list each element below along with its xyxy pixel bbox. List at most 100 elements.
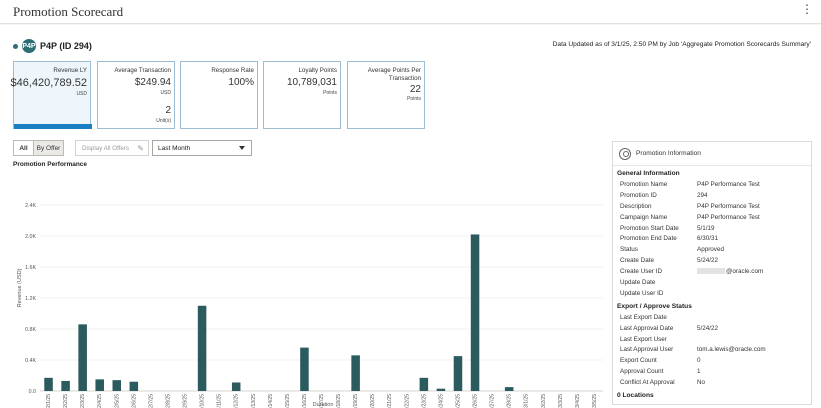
kpi-label: Revenue LY xyxy=(53,67,87,74)
kpi-card-revenue-ly[interactable]: Revenue LY $46,420,789.52 USD xyxy=(11,61,92,129)
kpi-value: 100% xyxy=(228,77,254,88)
info-key: Promotion End Date xyxy=(620,235,677,243)
bar[interactable] xyxy=(300,347,309,391)
info-key: Last Export User xyxy=(620,335,667,343)
kpi-card-average-transaction[interactable]: Average Transaction $249.94 USD 2 Unit(s… xyxy=(97,61,175,129)
app-header: Promotion Scorecard ⋮ xyxy=(0,0,821,24)
kpi-card-response-rate[interactable]: Response Rate 100% xyxy=(180,61,258,129)
kpi-unit: USD xyxy=(160,90,171,96)
info-row: Approval Count 1 xyxy=(613,366,811,377)
info-value: 5/1/19 xyxy=(697,224,715,232)
chevron-down-icon xyxy=(239,146,245,150)
x-tick-label: 2/4/25 xyxy=(97,394,103,408)
kpi-card-average-points[interactable]: Average Points Per Transaction 22 Points xyxy=(347,61,425,129)
promotion-heading: P4P P4P (ID 294) xyxy=(13,39,92,53)
info-key: Update Date xyxy=(620,278,656,286)
export-status-heading: Export / Approve Status xyxy=(617,302,692,310)
info-value: 294 xyxy=(697,191,708,199)
y-tick-label: 1.2K xyxy=(25,296,36,302)
info-value: P4P Performance Test xyxy=(697,202,760,210)
kpi-value: 10,789,031 xyxy=(286,77,337,88)
bar[interactable] xyxy=(453,356,463,391)
kpi-value-secondary: 2 xyxy=(165,105,171,116)
promotion-name: P4P (ID 294) xyxy=(40,41,92,51)
x-tick-label: 2/16/25 xyxy=(302,394,308,408)
x-tick-label: 3/3/25 xyxy=(558,394,564,408)
general-info-heading: General Information xyxy=(617,170,680,177)
y-tick-label: 2.4K xyxy=(25,203,36,209)
info-row: Export Count 0 xyxy=(613,355,811,366)
bar[interactable] xyxy=(129,381,139,391)
bar[interactable] xyxy=(231,382,241,391)
bar[interactable] xyxy=(436,388,446,391)
info-row: Conflict At Approval No xyxy=(613,377,811,388)
bar[interactable] xyxy=(78,324,87,391)
locations-count: 0 Locations xyxy=(617,392,654,400)
by-offer-tab[interactable]: By Offer xyxy=(33,140,64,156)
bar[interactable] xyxy=(197,305,207,391)
info-row: Create User ID @oracle.com xyxy=(613,266,811,277)
bar[interactable] xyxy=(351,355,360,391)
data-updated-text: Data Updated as of 3/1/25, 2:50 PM by Jo… xyxy=(552,41,811,48)
selected-indicator xyxy=(14,124,92,129)
x-tick-label: 3/2/25 xyxy=(541,394,547,408)
x-tick-label: 2/7/25 xyxy=(148,394,154,408)
x-tick-label: 2/27/25 xyxy=(490,394,496,408)
info-key: Promotion Name xyxy=(620,180,668,188)
info-key: Campaign Name xyxy=(620,213,668,221)
y-tick-label: 2.0K xyxy=(25,234,36,240)
bar[interactable] xyxy=(470,234,480,391)
x-tick-label: 2/13/25 xyxy=(251,394,257,408)
x-tick-label: 2/18/25 xyxy=(336,394,342,408)
kpi-label: Average Transaction xyxy=(114,67,171,74)
info-row: Promotion Start Date 5/1/19 xyxy=(613,223,811,234)
display-all-offers-button[interactable]: Display All Offers ✎ xyxy=(75,140,149,156)
x-tick-label: 2/25/25 xyxy=(455,394,461,408)
bar[interactable] xyxy=(44,377,53,391)
info-value: 6/30/31 xyxy=(697,235,719,243)
x-tick-label: 2/14/25 xyxy=(268,394,274,408)
info-value: P4P Performance Test xyxy=(697,213,760,221)
info-value: tom.a.lewis@oracle.com xyxy=(697,346,766,354)
x-tick-label: 2/2/25 xyxy=(63,394,69,408)
bar[interactable] xyxy=(112,380,122,391)
promotion-performance-chart: 0.0 0.4K 0.8K 1.2K 1.6K 2.0K 2.4K 2/1/25 2/2/25… xyxy=(17,203,603,408)
x-tick-label: 2/10/25 xyxy=(200,394,206,408)
general-info-list: Promotion Name P4P Performance Test Promot… xyxy=(613,179,811,299)
promotion-info-panel: Promotion Information General Informatio… xyxy=(612,141,812,405)
more-options-icon[interactable]: ⋮ xyxy=(801,2,813,16)
all-tab[interactable]: All xyxy=(13,140,33,156)
period-select-value: Last Month xyxy=(158,144,191,152)
kpi-label: Response Rate xyxy=(211,67,254,74)
info-row: Last Export User xyxy=(613,334,811,345)
display-all-offers-label: Display All Offers xyxy=(82,144,129,152)
kpi-card-loyalty-points[interactable]: Loyalty Points 10,789,031 Points xyxy=(263,61,341,129)
x-tick-label: 2/28/25 xyxy=(507,394,513,408)
info-row: Campaign Name P4P Performance Test xyxy=(613,212,811,223)
bar[interactable] xyxy=(61,380,70,391)
page-title: Promotion Scorecard xyxy=(13,4,124,19)
redacted-text xyxy=(697,268,725,275)
info-value: 5/24/22 xyxy=(697,324,719,332)
kpi-value: $249.94 xyxy=(134,77,171,88)
info-value: No xyxy=(697,379,706,387)
kpi-unit-secondary: Unit(s) xyxy=(156,118,171,124)
y-tick-label: 0.0 xyxy=(29,389,36,395)
info-row: Update Date xyxy=(613,277,811,288)
x-tick-label: 2/15/25 xyxy=(285,394,291,408)
info-key: Create Date xyxy=(620,257,654,265)
kpi-label: Loyalty Points xyxy=(298,67,337,74)
info-key: Export Count xyxy=(620,357,657,365)
x-tick-label: 2/21/25 xyxy=(387,394,393,408)
info-row: Status Approved xyxy=(613,244,811,255)
info-key: Approval Count xyxy=(620,368,664,376)
x-tick-label: 2/19/25 xyxy=(353,394,359,408)
y-tick-label: 0.4K xyxy=(25,358,36,364)
bar[interactable] xyxy=(95,379,104,391)
period-select[interactable]: Last Month xyxy=(152,140,252,156)
bar[interactable] xyxy=(419,377,429,391)
x-tick-label: 3/4/25 xyxy=(575,394,581,408)
bar[interactable] xyxy=(504,387,514,391)
chart-title: Promotion Performance xyxy=(13,161,88,168)
info-value: @oracle.com xyxy=(697,268,811,275)
